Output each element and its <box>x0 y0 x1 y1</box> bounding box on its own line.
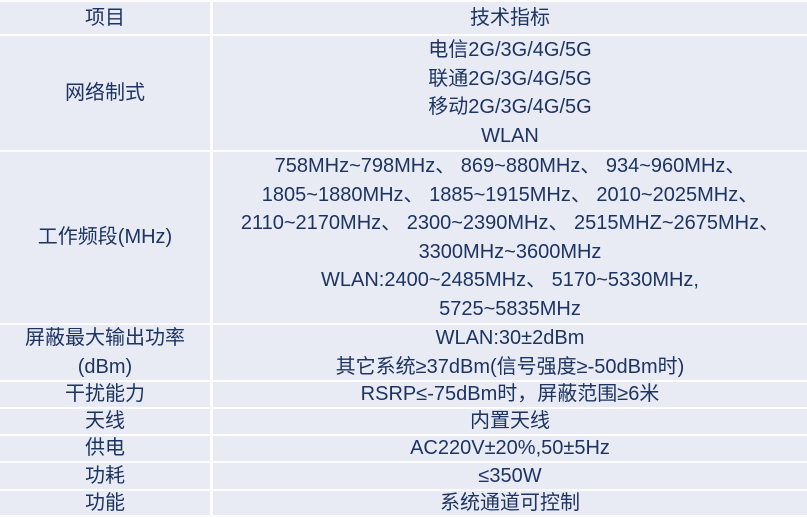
row-label-max-output-power: 屏蔽最大输出功率 (dBm) <box>0 325 210 380</box>
row-label-text: 干扰能力 <box>65 383 145 405</box>
spec-value-line: 移动2G/3G/4G/5G <box>428 96 592 118</box>
spec-value-line: 电信2G/3G/4G/5G <box>428 39 592 61</box>
header-spec-label: 技术指标 <box>470 7 550 29</box>
spec-value-line: 3300MHz~3600MHz <box>418 240 602 263</box>
spec-value-line: 系统通道可控制 <box>440 491 580 514</box>
row-label-network-standard: 网络制式 <box>0 36 210 150</box>
spec-value-line: 联通2G/3G/4G/5G <box>428 67 592 90</box>
row-label-text: 功能 <box>85 491 125 514</box>
row-value-power-supply: AC220V±20%,50±5Hz <box>213 436 807 461</box>
row-value-network-standard: 电信2G/3G/4G/5G 联通2G/3G/4G/5G 移动2G/3G/4G/5… <box>213 36 807 150</box>
spec-value-line: RSRP≤-75dBm时，屏蔽范围≥6米 <box>360 383 660 405</box>
row-value-interference: RSRP≤-75dBm时，屏蔽范围≥6米 <box>213 382 807 407</box>
spec-value-line: AC220V±20%,50±5Hz <box>410 437 610 459</box>
row-label-text: 屏蔽最大输出功率 <box>25 327 185 349</box>
row-label-antenna: 天线 <box>0 409 210 434</box>
row-label-interference: 干扰能力 <box>0 382 210 407</box>
spec-value-line: WLAN <box>481 124 539 147</box>
row-label-text: 功耗 <box>85 464 125 487</box>
spec-value-line: ≤350W <box>478 464 542 487</box>
spec-value-line: WLAN:30±2dBm <box>435 327 585 349</box>
row-label-text: 工作频段(MHz) <box>37 226 173 249</box>
row-label-function: 功能 <box>0 491 210 515</box>
spec-value-line: 其它系统≥37dBm(信号强度≥-50dBm时) <box>335 355 685 378</box>
row-value-antenna: 内置天线 <box>213 409 807 434</box>
row-value-power-consumption: ≤350W <box>213 463 807 489</box>
table-row-interference: 干扰能力 RSRP≤-75dBm时，屏蔽范围≥6米 <box>0 382 807 407</box>
table-row-power-consumption: 功耗 ≤350W <box>0 463 807 489</box>
table-row-max-output-power: 屏蔽最大输出功率 (dBm) WLAN:30±2dBm 其它系统≥37dBm(信… <box>0 325 807 380</box>
row-value-function: 系统通道可控制 <box>213 491 807 515</box>
row-label-power-consumption: 功耗 <box>0 463 210 489</box>
header-item-label: 项目 <box>85 7 125 29</box>
row-label-text: (dBm) <box>77 355 133 378</box>
spec-value-line: 1805~1880MHz、 1885~1915MHz、 2010~2025MHz… <box>261 183 759 206</box>
row-label-text: 网络制式 <box>65 81 145 104</box>
table-header-row: 项目 技术指标 <box>0 2 807 34</box>
row-value-max-output-power: WLAN:30±2dBm 其它系统≥37dBm(信号强度≥-50dBm时) <box>213 325 807 380</box>
table-row-network-standard: 网络制式 电信2G/3G/4G/5G 联通2G/3G/4G/5G 移动2G/3G… <box>0 36 807 150</box>
header-cell-spec: 技术指标 <box>213 2 807 34</box>
spec-value-line: 2110~2170MHz、 2300~2390MHz、 2515MHZ~2675… <box>240 212 780 234</box>
spec-value-line: WLAN:2400~2485MHz、 5170~5330MHz, <box>321 269 699 291</box>
table-row-function: 功能 系统通道可控制 <box>0 491 807 515</box>
table-row-power-supply: 供电 AC220V±20%,50±5Hz <box>0 436 807 461</box>
table-row-antenna: 天线 内置天线 <box>0 409 807 434</box>
row-value-frequency-band: 758MHz~798MHz、 869~880MHz、 934~960MHz、 1… <box>213 152 807 323</box>
row-label-text: 供电 <box>85 437 125 459</box>
spec-value-line: 5725~5835MHz <box>439 297 581 320</box>
row-label-text: 天线 <box>85 410 125 432</box>
spec-value-line: 758MHz~798MHz、 869~880MHz、 934~960MHz、 <box>274 155 746 177</box>
row-label-power-supply: 供电 <box>0 436 210 461</box>
table-row-frequency-band: 工作频段(MHz) 758MHz~798MHz、 869~880MHz、 934… <box>0 152 807 323</box>
spec-value-line: 内置天线 <box>470 410 550 432</box>
row-label-frequency-band: 工作频段(MHz) <box>0 152 210 323</box>
header-cell-item: 项目 <box>0 2 210 34</box>
